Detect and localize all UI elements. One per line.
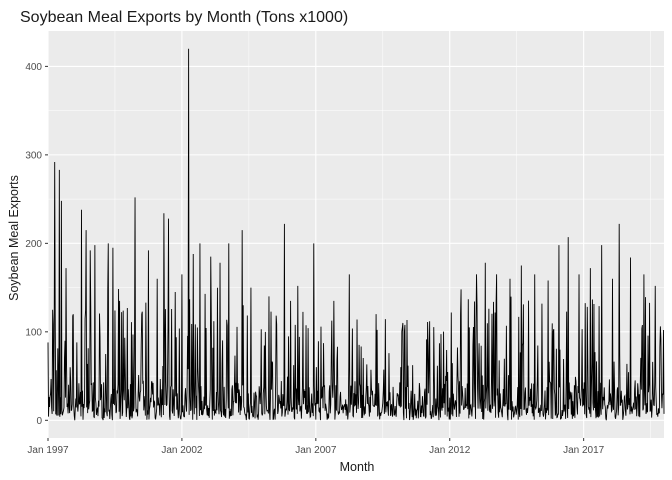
y-axis-ticks: 0 100 200 300 400 (25, 62, 48, 427)
x-axis-title: Month (340, 460, 375, 474)
gridlines (47, 31, 664, 438)
x-tick-label: Jan 2007 (295, 445, 337, 456)
series-line (47, 48, 665, 421)
x-tick-label: Jan 2002 (161, 445, 203, 456)
y-tick-label: 200 (25, 239, 42, 250)
y-tick-label: 400 (25, 62, 42, 73)
x-tick-label: Jan 2012 (429, 445, 471, 456)
chart-title: Soybean Meal Exports by Month (Tons x100… (20, 9, 348, 26)
y-tick-label: 0 (36, 416, 42, 427)
plot-panel (48, 31, 664, 438)
x-axis-ticks: Jan 1997 Jan 2002 Jan 2007 Jan 2012 Jan 2017 (27, 438, 605, 456)
x-tick-label: Jan 2017 (563, 445, 605, 456)
series-layer (47, 48, 665, 421)
x-tick-label: Jan 1997 (27, 445, 69, 456)
y-axis-title: Soybean Meal Exports (7, 175, 21, 301)
y-tick-label: 100 (25, 327, 42, 338)
y-tick-label: 300 (25, 150, 42, 161)
